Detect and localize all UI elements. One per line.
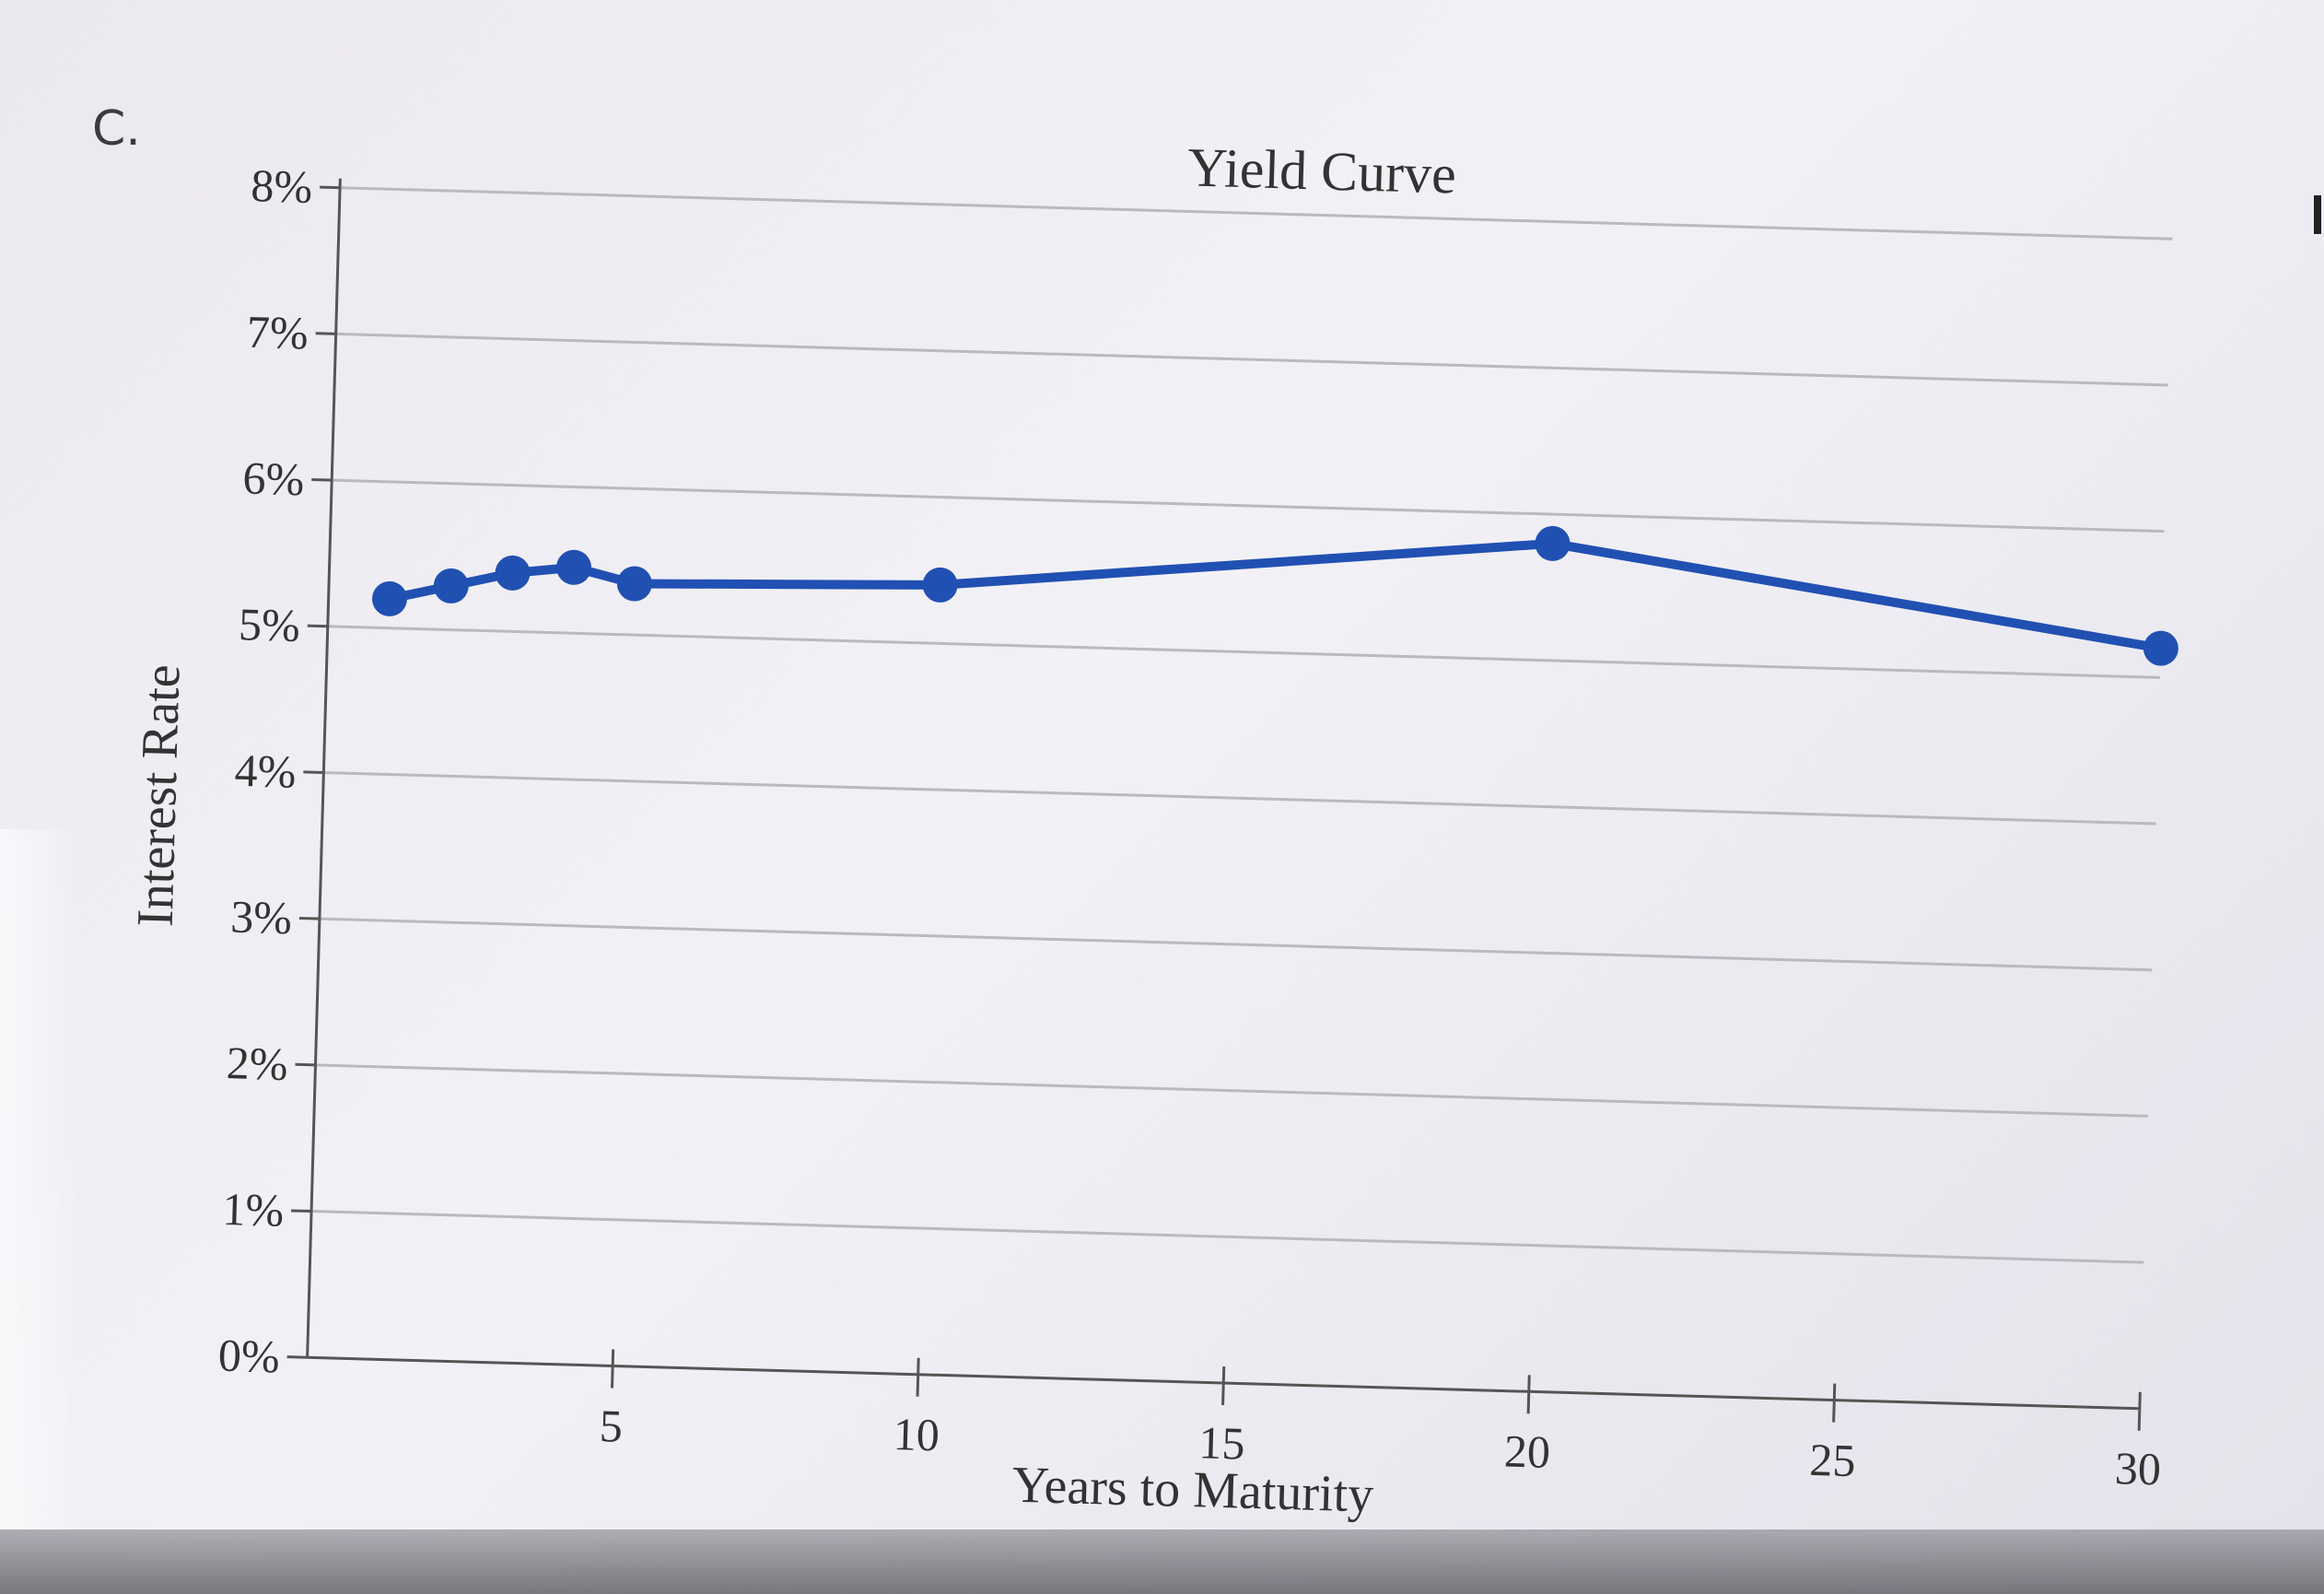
y-tick-label: 0% [217,1330,280,1383]
y-grid-line [332,478,2165,533]
y-tick-mark [286,1355,308,1359]
y-grid-line [340,186,2173,240]
x-tick-label: 15 [1198,1416,1246,1469]
data-point [371,580,407,616]
x-tick-label: 30 [2114,1442,2162,1494]
y-tick-mark [303,770,324,774]
x-tick-mark [2137,1391,2142,1431]
y-tick-labels: 0% 1% 2% 3% 4% 5% 6% 7% 8% [217,159,313,1382]
text-cursor [2314,195,2321,234]
series-line [384,538,2166,653]
y-tick-label: 7% [246,306,309,359]
data-point [2143,630,2178,666]
photo-bottom-shadow [0,1530,2324,1594]
y-tick-mark [320,185,341,190]
y-tick-label: 6% [242,451,305,505]
y-tick-label: 3% [230,890,293,944]
y-tick-label: 5% [238,598,300,651]
y-grid-line [327,625,2161,679]
y-tick-mark [291,1209,312,1213]
data-point [922,567,958,603]
x-tick-label: 10 [893,1408,940,1460]
y-tick-label: 8% [251,159,313,213]
x-tick-mark [1221,1365,1226,1406]
glare [0,829,83,1530]
x-tick-mark [1526,1375,1531,1414]
data-point [556,549,592,585]
x-tick-labels: 5 10 15 20 25 30 [599,1400,2162,1494]
x-axis-title: Years to Maturity [1011,1457,1374,1524]
x-tick-mark [610,1349,615,1389]
axes [286,178,2142,1431]
y-tick-label: 2% [226,1037,288,1090]
x-tick-label: 5 [599,1400,624,1452]
grid-lines [311,186,2173,1264]
x-tick-mark [916,1357,920,1397]
x-tick-label: 20 [1503,1425,1551,1478]
y-tick-label: 1% [222,1183,285,1237]
series [371,525,2178,666]
y-grid-line [319,917,2153,972]
y-tick-label: 4% [234,744,297,798]
x-tick-mark [1832,1383,1837,1423]
data-point [433,568,469,604]
y-grid-line [311,1210,2144,1264]
option-label: C. [92,101,141,157]
y-axis-line [306,178,342,1358]
y-grid-line [335,332,2168,387]
y-tick-mark [295,1062,316,1067]
y-axis-title: Interest Rate [127,663,192,927]
chart-title: Yield Curve [1186,136,1456,205]
y-tick-mark [298,917,320,920]
data-point [495,555,531,591]
y-tick-mark [311,477,333,482]
data-point [616,566,652,602]
y-grid-line [315,1063,2148,1118]
x-tick-label: 25 [1809,1434,1857,1486]
y-tick-mark [307,624,328,628]
data-point [1535,525,1571,561]
y-grid-line [323,770,2156,826]
